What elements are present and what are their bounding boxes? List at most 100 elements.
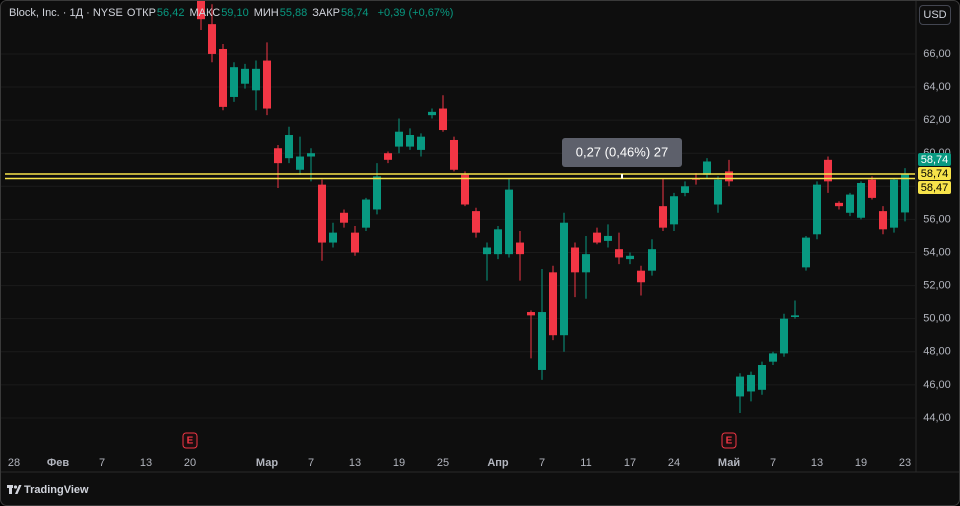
price-line-tag bbox=[918, 167, 951, 181]
candle-body bbox=[791, 315, 799, 318]
candle-body bbox=[384, 153, 392, 160]
currency-button[interactable]: USD bbox=[919, 5, 951, 25]
y-tick-label: 50,00 bbox=[923, 313, 951, 325]
earnings-marker bbox=[721, 432, 737, 449]
candle-body bbox=[736, 376, 744, 397]
y-tick-label: 64,00 bbox=[923, 81, 951, 93]
candle-body bbox=[615, 249, 623, 258]
candle-body bbox=[527, 312, 535, 316]
candle-body bbox=[571, 247, 579, 273]
x-tick-label: 13 bbox=[140, 457, 152, 469]
candle-body bbox=[857, 182, 865, 218]
candle-body bbox=[197, 1, 205, 20]
candle-body bbox=[516, 242, 524, 255]
candle-body bbox=[648, 249, 656, 271]
x-tick-label: 11 bbox=[580, 457, 591, 469]
candle-body bbox=[340, 212, 348, 223]
legend-header: Block, Inc. · 1Д · NYSE ОТКР56,42 МАКС59,… bbox=[9, 7, 458, 19]
last-price-tag bbox=[918, 153, 951, 167]
x-tick-label: 7 bbox=[308, 457, 314, 469]
candle-body bbox=[373, 176, 381, 210]
candle-body bbox=[725, 171, 733, 182]
candle-body bbox=[879, 211, 887, 230]
candle-body bbox=[439, 108, 447, 131]
y-tick-label: 62,00 bbox=[923, 114, 951, 126]
candle-body bbox=[670, 196, 678, 225]
candle-body bbox=[538, 312, 546, 370]
y-tick-label: 54,00 bbox=[923, 246, 951, 258]
ohlc-label: МИН bbox=[253, 7, 279, 19]
candle-body bbox=[846, 194, 854, 213]
ohlc: ОТКР56,42 МАКС59,10 МИН55,88 ЗАКР58,74 bbox=[127, 7, 374, 19]
candle-body bbox=[494, 229, 502, 255]
y-tick-label: 46,00 bbox=[923, 379, 951, 391]
x-tick-label: 7 bbox=[539, 457, 545, 469]
x-tick-label: 24 bbox=[668, 457, 680, 469]
candle-body bbox=[604, 235, 612, 241]
ohlc-label: МАКС bbox=[189, 7, 221, 19]
last-price-label: 58,74 bbox=[921, 154, 949, 166]
candle-body bbox=[901, 174, 909, 213]
candle-body bbox=[230, 67, 238, 97]
brand-logo bbox=[7, 485, 22, 494]
symbol: Block, Inc. · 1Д · NYSE bbox=[9, 7, 123, 19]
earnings-marker bbox=[182, 432, 198, 449]
candle-body bbox=[351, 232, 359, 253]
x-tick-label: 13 bbox=[349, 457, 361, 469]
candle-body bbox=[703, 161, 711, 175]
candle-body bbox=[329, 232, 337, 243]
candle-body bbox=[505, 189, 513, 255]
candle-body bbox=[835, 202, 843, 207]
candle-body bbox=[593, 232, 601, 243]
candle-body bbox=[241, 68, 249, 84]
candle-body bbox=[395, 131, 403, 147]
x-tick-label: Апр bbox=[487, 457, 509, 469]
measure-box bbox=[562, 138, 682, 167]
candle-body bbox=[560, 222, 568, 336]
plot bbox=[1, 1, 915, 419]
brand: TradingView bbox=[24, 484, 89, 496]
candle-body bbox=[780, 318, 788, 354]
ohlc-label: ОТКР bbox=[126, 7, 156, 19]
candle-body bbox=[714, 179, 722, 205]
x-tick-label: 13 bbox=[811, 457, 823, 469]
candle-body bbox=[549, 272, 557, 336]
candle-body bbox=[681, 186, 689, 193]
y-tick-label: 52,00 bbox=[923, 279, 951, 291]
x-tick-label: 17 bbox=[624, 457, 636, 469]
candle-body bbox=[582, 254, 590, 273]
candle-body bbox=[318, 184, 326, 243]
price-line-label: 58,74 bbox=[921, 168, 949, 180]
candle-body bbox=[769, 353, 777, 362]
earnings-label: E bbox=[726, 436, 733, 447]
candle-body bbox=[307, 153, 315, 157]
x-tick-label: Май bbox=[718, 457, 740, 469]
candle-body bbox=[758, 364, 766, 390]
candle-body bbox=[659, 206, 667, 228]
x-tick-label: 25 bbox=[437, 457, 449, 469]
candle-body bbox=[890, 179, 898, 228]
candle-body bbox=[747, 374, 755, 392]
ohlc-value: 59,10 bbox=[221, 7, 249, 19]
candle-body bbox=[428, 111, 436, 116]
candle-body bbox=[450, 139, 458, 170]
x-tick-label: 7 bbox=[770, 457, 776, 469]
candle-body bbox=[802, 237, 810, 268]
candle-body bbox=[219, 48, 227, 107]
candle-body bbox=[637, 270, 645, 283]
y-tick-label: 56,00 bbox=[923, 213, 951, 225]
ohlc-value: 58,74 bbox=[341, 7, 369, 19]
candle-body bbox=[461, 174, 469, 205]
candle-body bbox=[813, 184, 821, 235]
candle-body bbox=[285, 135, 293, 159]
candle-body bbox=[296, 156, 304, 170]
x-tick-label: 7 bbox=[99, 457, 105, 469]
candle-body bbox=[472, 211, 480, 233]
candle-body bbox=[263, 60, 271, 109]
candle-body bbox=[208, 24, 216, 54]
ohlc-value: 55,88 bbox=[279, 7, 308, 19]
y-tick-label: 66,00 bbox=[923, 48, 951, 60]
